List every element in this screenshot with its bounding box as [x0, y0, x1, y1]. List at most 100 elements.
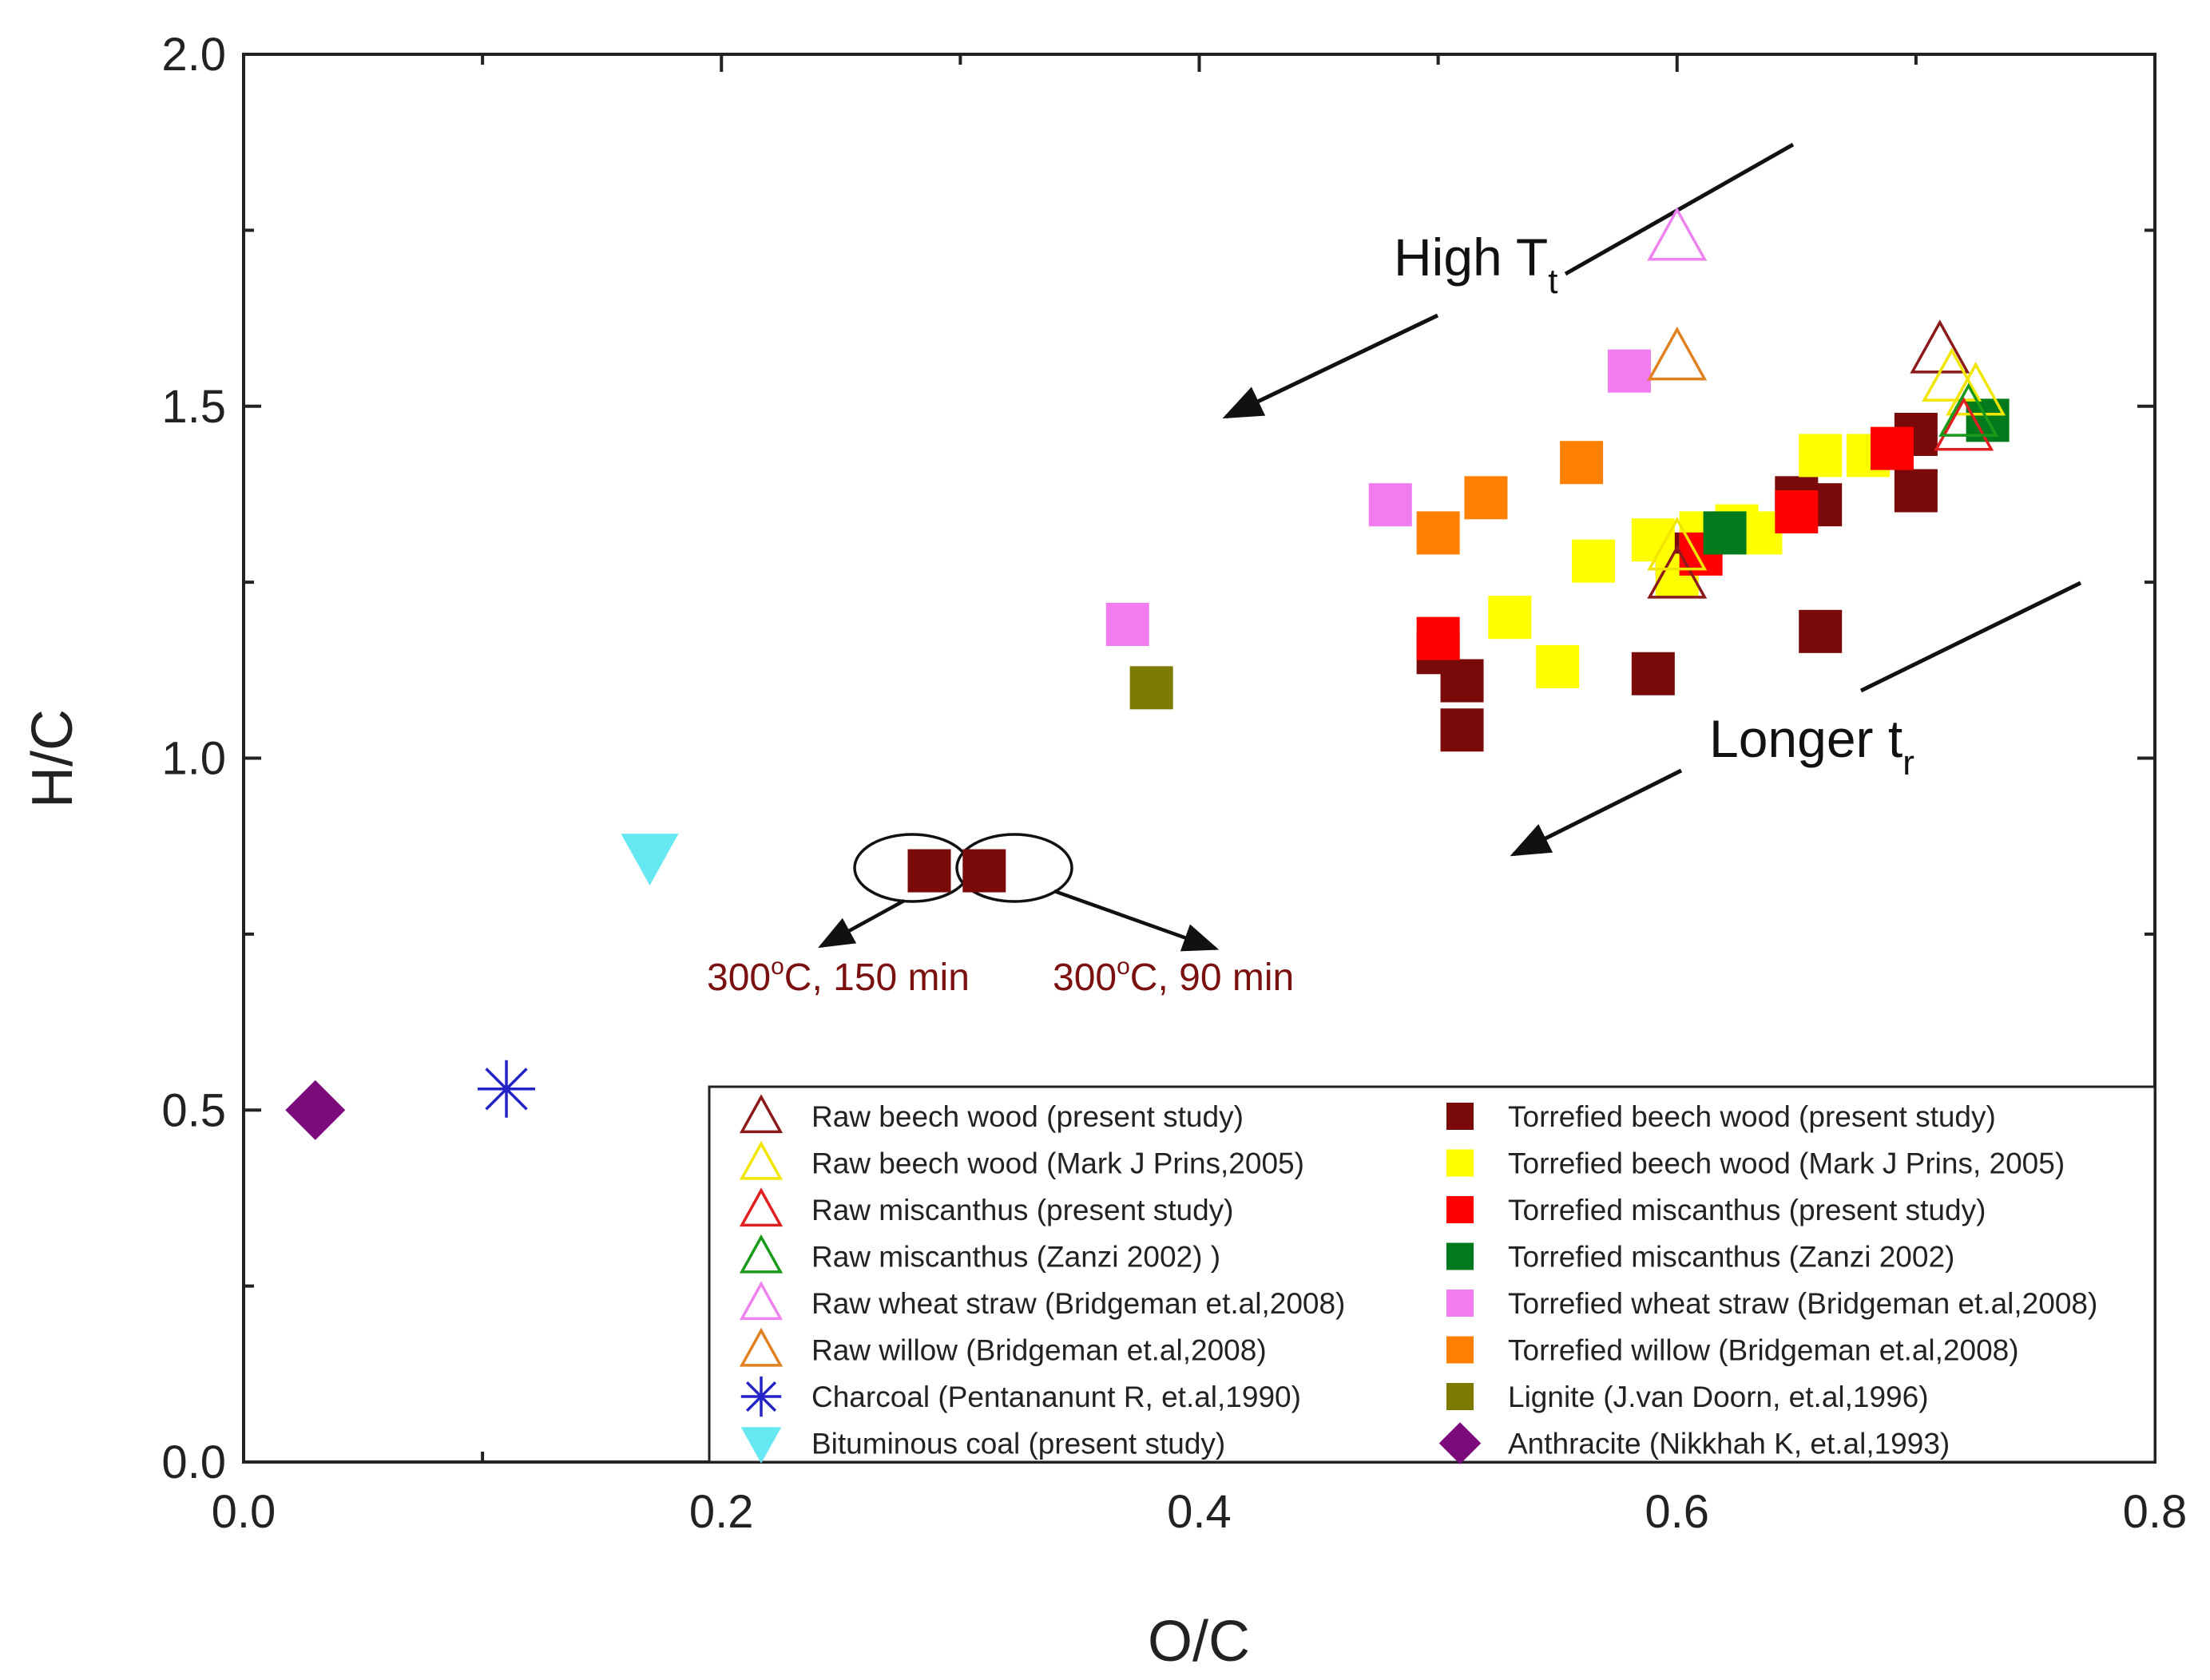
data-point [285, 1080, 346, 1140]
longer-tr-label: Longer tr [1709, 709, 1914, 783]
legend: Raw beech wood (present study) Raw beech … [708, 1085, 2156, 1464]
legend-marker [740, 1427, 782, 1464]
legend-marker [1446, 1196, 1474, 1223]
x-tick-label: 0.8 [2123, 1486, 2188, 1538]
label-90min-pre: 300 [1053, 957, 1117, 999]
high-tt-label: High Tt [1394, 228, 1557, 301]
legend-label: Charcoal (Pentananunt R, et.al,1990) [811, 1381, 1301, 1413]
data-point [1440, 659, 1484, 703]
legend-marker [739, 1327, 784, 1367]
legend-marker [1446, 1336, 1474, 1364]
arrow-150min [818, 899, 906, 949]
data-point [1416, 511, 1460, 555]
data-point [1647, 207, 1708, 261]
legend-box [708, 1085, 2156, 1464]
data-points [285, 207, 2010, 1140]
data-point [1894, 469, 1938, 513]
high-tt-arrow [1222, 313, 1439, 419]
label-90min: 300oC, 90 min [1053, 953, 1294, 999]
legend-marker [1446, 1383, 1474, 1410]
legend-label: Raw miscanthus (present study) [811, 1194, 1233, 1226]
y-axis-title: H/C [21, 709, 85, 808]
tick-labels: 0.0 0.2 0.4 0.6 0.8 0.0 0.5 1.0 1.5 2.0 [161, 29, 2187, 1538]
label-150min-sup: o [771, 953, 784, 980]
data-point [1631, 652, 1675, 695]
data-point [1560, 441, 1604, 485]
longer-tr-arrow-tail [1859, 580, 2082, 693]
data-point [1607, 349, 1651, 393]
x-axis-title: O/C [1148, 1610, 1250, 1674]
legend-label: Raw miscanthus (Zanzi 2002) ) [811, 1241, 1220, 1274]
longer-tr-arrow [1510, 768, 1683, 857]
data-point [1129, 666, 1173, 710]
data-point [1440, 708, 1484, 752]
legend-marker [739, 1187, 784, 1227]
y-tick-label: 0.5 [161, 1084, 226, 1136]
data-point [1870, 426, 1914, 470]
longer-tr-main: Longer t [1709, 709, 1903, 768]
data-point [1488, 596, 1532, 640]
data-point [1105, 603, 1149, 647]
legend-marker [1446, 1242, 1474, 1270]
legend-label: Torrefied willow (Bridgeman et.al,2008) [1508, 1334, 2019, 1367]
legend-marker [1446, 1149, 1474, 1177]
label-90min-post: C, 90 min [1130, 957, 1294, 999]
legend-label: Torrefied wheat straw (Bridgeman et.al,2… [1508, 1287, 2097, 1320]
data-point [1703, 511, 1747, 555]
data-point [1934, 397, 1994, 451]
data-point [1647, 326, 1708, 381]
legend-label: Raw beech wood (present study) [811, 1100, 1244, 1133]
legend-marker [739, 1281, 784, 1321]
legend-label: Raw wheat straw (Bridgeman et.al,2008) [811, 1287, 1345, 1320]
arrow-90min [1053, 889, 1220, 952]
label-90min-sup: o [1117, 953, 1130, 980]
data-point [1946, 362, 2006, 416]
data-point [1464, 476, 1508, 520]
legend-marker [1446, 1290, 1474, 1317]
legend-label: Raw willow (Bridgeman et.al,2008) [811, 1334, 1267, 1367]
data-point [1647, 545, 1708, 599]
legend-marker [1438, 1422, 1482, 1464]
data-point [1536, 644, 1580, 688]
data-point [1572, 539, 1616, 583]
label-150min-pre: 300 [707, 957, 771, 999]
legend-marker [739, 1094, 784, 1134]
data-point [1775, 489, 1819, 533]
data-point [1647, 516, 1708, 571]
legend-marker [739, 1140, 784, 1180]
high-tt-arrow-tail [1564, 142, 1795, 276]
legend-label: Torrefied beech wood (present study) [1508, 1100, 1996, 1133]
legend-label: Torrefied miscanthus (present study) [1508, 1194, 1986, 1226]
y-tick-label: 1.5 [161, 381, 226, 433]
longer-tr-subscript: r [1903, 743, 1914, 783]
data-point [1922, 347, 1982, 402]
data-point [1368, 483, 1412, 527]
legend-label: Lignite (J.van Doorn, et.al,1996) [1508, 1381, 1929, 1413]
label-150min-post: C, 150 min [784, 957, 970, 999]
legend-marker [740, 1376, 782, 1417]
legend-marker [739, 1234, 784, 1274]
x-tick-label: 0.2 [689, 1486, 754, 1538]
high-tt-main: High T [1394, 228, 1548, 287]
ellipse-90min [955, 833, 1073, 903]
data-point [1799, 434, 1843, 477]
data-point [907, 849, 951, 893]
x-tick-label: 0.0 [212, 1486, 276, 1538]
data-point [621, 834, 679, 886]
label-150min: 300oC, 150 min [707, 953, 970, 999]
data-point [962, 849, 1006, 893]
x-tick-label: 0.6 [1645, 1486, 1709, 1538]
y-tick-label: 0.0 [161, 1436, 226, 1488]
y-tick-label: 1.0 [161, 733, 226, 785]
x-tick-label: 0.4 [1167, 1486, 1232, 1538]
legend-label: Raw beech wood (Mark J Prins,2005) [811, 1147, 1304, 1180]
y-tick-label: 2.0 [161, 29, 226, 81]
legend-label: Torrefied beech wood (Mark J Prins, 2005… [1508, 1147, 2065, 1180]
legend-label: Bituminous coal (present study) [811, 1428, 1225, 1460]
legend-marker [1446, 1103, 1474, 1130]
legend-label: Anthracite (Nikkhah K, et.al,1993) [1508, 1428, 1950, 1460]
high-tt-subscript: t [1548, 262, 1557, 301]
data-point [1799, 609, 1843, 653]
legend-label: Torrefied miscanthus (Zanzi 2002) [1508, 1241, 1954, 1274]
